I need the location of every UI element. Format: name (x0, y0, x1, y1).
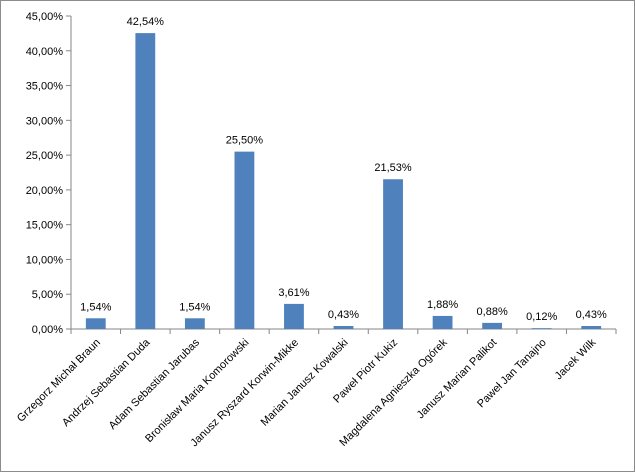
data-label: 0,12% (526, 311, 557, 323)
bar (135, 33, 156, 330)
y-tick-label: 40,00% (26, 46, 64, 58)
category-label: Andrzej Sebastian Duda (60, 336, 153, 429)
axes: 0,00% 5,00% 10,00% 15,00% 20,00% 25,00% 30,00%… (26, 11, 617, 336)
bar (482, 322, 503, 329)
category-label: Adam Sebastian Jarubas (107, 336, 203, 432)
category-label: Janusz Ryszard Korwin-Mikke (188, 337, 301, 450)
data-labels: 1,54% Grzegorz Michał Braun 42,54% Andrzej … (15, 16, 607, 449)
category-label: Marian Janusz Kowalski (259, 337, 351, 429)
y-tick-label: 45,00% (26, 11, 64, 23)
data-label: 1,54% (80, 301, 111, 313)
data-label: 0,43% (328, 309, 359, 321)
y-tick-label: 30,00% (26, 115, 64, 127)
bar (184, 318, 205, 329)
y-tick-label: 35,00% (26, 81, 64, 93)
y-tick-label: 25,00% (26, 150, 64, 162)
y-tick-label: 20,00% (26, 185, 64, 197)
bar (284, 303, 304, 329)
bars (85, 33, 602, 330)
y-tick-label: 0,00% (32, 324, 63, 336)
data-label: 0,43% (576, 309, 607, 321)
bar (333, 326, 354, 329)
category-label: Grzegorz Michał Braun (15, 337, 103, 425)
data-label: 25,50% (226, 135, 264, 147)
category-label: Jacek Wilk (553, 336, 599, 382)
category-label: Magdalena Agnieszka Ogórek (337, 336, 450, 449)
data-label: 0,88% (477, 306, 508, 318)
category-label: Bronisław Maria Komorowski (143, 337, 251, 445)
data-label: 3,61% (278, 287, 309, 299)
bar (531, 328, 552, 329)
y-tick-label: 10,00% (26, 254, 64, 266)
y-tick-label: 5,00% (32, 289, 63, 301)
data-label: 42,54% (127, 16, 165, 28)
y-tick-label: 15,00% (26, 220, 64, 232)
bar (383, 179, 403, 329)
bar (581, 326, 602, 329)
data-label: 1,88% (427, 299, 458, 311)
data-label: 1,54% (179, 301, 210, 313)
bar (234, 151, 255, 329)
bar (85, 318, 106, 329)
bar (432, 315, 453, 329)
data-label: 21,53% (374, 162, 412, 174)
